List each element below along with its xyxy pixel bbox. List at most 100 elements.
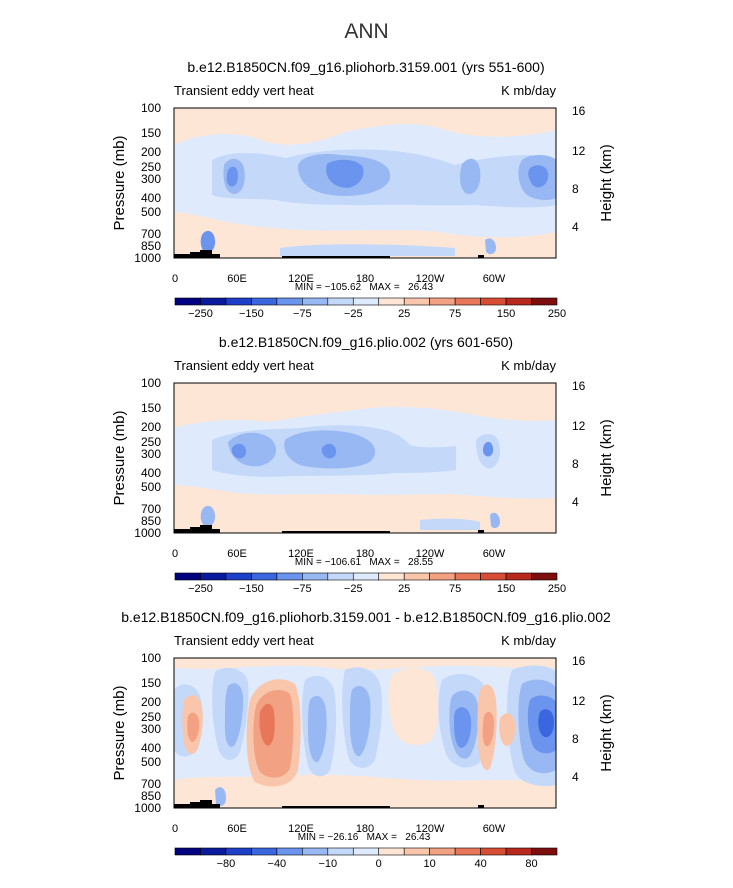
y-tick-label: 850 [141, 514, 161, 528]
colorbar-label: 10 [424, 858, 436, 870]
colorbar-label: −75 [293, 308, 312, 320]
colorbar-swatch [505, 297, 532, 306]
y-tick-label: 100 [141, 376, 161, 390]
colorbar-swatch [302, 847, 329, 856]
plot-frame [173, 382, 557, 534]
y-right-axis-title: Height (km) [598, 144, 615, 222]
units-label: K mb/day [501, 358, 556, 373]
colorbar: −250 −150 −75 −25 25 75 150 250 [174, 297, 566, 320]
y-tick-label: 100 [141, 651, 161, 665]
colorbar-swatch [352, 572, 380, 581]
y-tick-label: 300 [141, 172, 161, 186]
y-right-tick-label: 16 [572, 379, 586, 393]
colorbar-swatch [225, 297, 252, 306]
contour-field [174, 383, 556, 533]
y-right-tick-label: 4 [572, 495, 579, 509]
x-tick-label: 60E [227, 548, 247, 560]
contour-band [259, 703, 275, 746]
y-tick-label: 500 [141, 205, 161, 219]
colorbar-label: −80 [217, 858, 236, 870]
colorbar-swatch [505, 847, 532, 856]
y-tick-label: 850 [141, 789, 161, 803]
y-tick-label: 700 [141, 227, 161, 241]
colorbar-labels: −80 −40 −10 0 10 40 80 [217, 858, 538, 870]
y-tick-label: 1000 [134, 251, 161, 265]
x-tick-label: 120W [416, 548, 445, 560]
y-tick-label: 850 [141, 239, 161, 253]
colorbar-swatch [276, 847, 303, 856]
contour-band [174, 658, 556, 670]
y-tick-label: 300 [141, 722, 161, 736]
contour-band [388, 668, 439, 745]
colorbar-label: 25 [398, 308, 410, 320]
x-tick-label: 120W [416, 823, 445, 835]
x-tick-label: 120W [416, 273, 445, 285]
colorbar-swatch [174, 297, 201, 306]
x-tick-label: 180 [356, 273, 374, 285]
colorbar-label: 40 [474, 858, 486, 870]
topography [174, 800, 484, 808]
min-max-text: MIN = −26.16 MAX = 26.43 [298, 832, 431, 843]
colorbar-label: −250 [188, 583, 213, 595]
colorbar-swatch [480, 847, 507, 856]
colorbar-swatch [531, 297, 558, 306]
x-tick-label: 120E [288, 823, 314, 835]
contour-band [215, 787, 226, 806]
min-max-text: MIN = −106.61 MAX = 28.55 [295, 557, 434, 568]
colorbar-label: −150 [239, 308, 264, 320]
colorbar-label: −40 [268, 858, 287, 870]
colorbar-swatch [480, 572, 507, 581]
y-right-axis-title: Height (km) [598, 694, 615, 772]
colorbar-swatch [352, 297, 380, 306]
colorbar-label: 75 [449, 308, 461, 320]
y-axis-title: Pressure (mb) [111, 135, 128, 230]
colorbar: −250 −150 −75 −25 25 75 150 250 [174, 572, 566, 595]
x-tick-label: 120E [288, 548, 314, 560]
y-tick-label: 250 [141, 435, 161, 449]
colorbar-swatch [429, 572, 456, 581]
colorbar-swatch [480, 297, 507, 306]
y-tick-label: 150 [141, 676, 161, 690]
colorbar-swatch [276, 572, 303, 581]
colorbar-swatch [251, 847, 278, 856]
colorbar-swatch [531, 847, 558, 856]
y-tick-label: 500 [141, 755, 161, 769]
y-axis-left: 100 150 200 250 300 400 500 700 850 1000 [134, 376, 161, 540]
colorbar-swatch [403, 297, 430, 306]
y-right-tick-label: 12 [572, 419, 586, 433]
contour-band [187, 712, 200, 742]
contour-band [482, 441, 494, 457]
colorbar-swatch [531, 572, 558, 581]
y-axis-right: 16 12 8 4 [572, 654, 586, 784]
colorbar-swatch [403, 572, 430, 581]
x-tick-label: 0 [172, 548, 178, 560]
colorbar-swatch [454, 297, 481, 306]
colorbar: −80 −40 −10 0 10 40 80 [174, 847, 558, 870]
y-right-tick-label: 4 [572, 770, 579, 784]
field-label: Transient eddy vert heat [174, 358, 314, 373]
colorbar-swatch [454, 847, 481, 856]
contour-band [499, 713, 516, 746]
field-label: Transient eddy vert heat [174, 633, 314, 648]
units-label: K mb/day [501, 633, 556, 648]
topography [174, 250, 484, 258]
y-tick-label: 1000 [134, 526, 161, 540]
contour-band [308, 695, 327, 763]
panel-title: b.e12.B1850CN.f09_g16.pliohorb.3159.001 … [121, 609, 611, 625]
y-axis-left: 100 150 200 250 300 400 500 700 850 1000 [134, 101, 161, 265]
x-axis: 0 60E 120E 180 120W 60W [172, 548, 506, 560]
contour-band [454, 707, 472, 748]
panel-3: b.e12.B1850CN.f09_g16.pliohorb.3159.001 … [111, 609, 615, 870]
field-label: Transient eddy vert heat [174, 83, 314, 98]
colorbar-label: 250 [548, 583, 566, 595]
y-tick-label: 150 [141, 126, 161, 140]
colorbar-label: −25 [344, 583, 363, 595]
panel-title: b.e12.B1850CN.f09_g16.plio.002 (yrs 601-… [219, 334, 513, 350]
colorbar-swatch [429, 297, 456, 306]
contour-band [321, 443, 337, 459]
contour-band [350, 685, 371, 757]
y-tick-label: 700 [141, 777, 161, 791]
colorbar-label: 25 [398, 583, 410, 595]
colorbar-swatch [327, 847, 354, 856]
colorbar-swatch [225, 572, 252, 581]
